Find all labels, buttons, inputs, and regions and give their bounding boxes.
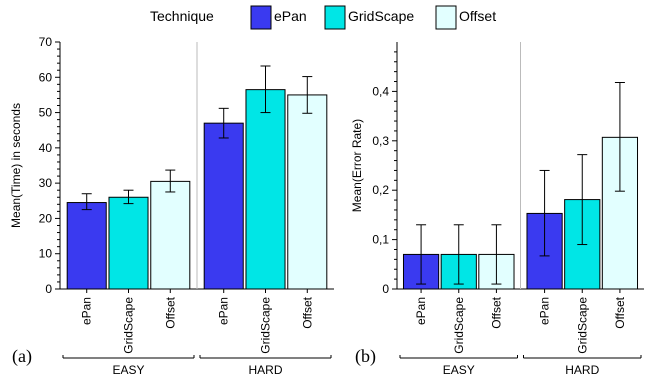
y-tick-label: 10 (39, 247, 53, 261)
x-category-label: ePan (414, 297, 428, 325)
y-tick-label: 0 (45, 282, 52, 296)
y-tick-label: 20 (39, 211, 53, 225)
group-label: HARD (565, 363, 599, 377)
y-axis-title: Mean(Time) in seconds (9, 103, 23, 228)
x-category-label: Offset (300, 296, 314, 328)
x-category-label: Offset (613, 296, 627, 328)
y-tick-label: 0 (382, 282, 389, 296)
y-tick-label: 40 (39, 141, 53, 155)
bar (287, 94, 328, 290)
y-tick-label: 70 (39, 35, 53, 49)
y-tick-label: 0,1 (372, 233, 389, 247)
panel-label-b: (b) (355, 346, 376, 367)
x-category-label: ePan (80, 297, 94, 325)
x-category-label: GridScape (259, 297, 273, 354)
group-label: HARD (248, 363, 282, 377)
x-category-label: GridScape (452, 297, 466, 354)
bar (108, 196, 149, 290)
legend-swatch-offset (435, 5, 457, 30)
y-tick-label: 0,3 (372, 134, 389, 148)
y-axis-title: Mean(Error Rate) (350, 119, 364, 212)
group-label: EASY (112, 363, 144, 377)
y-tick-label: 60 (39, 70, 53, 84)
x-category-label: GridScape (122, 297, 136, 354)
chart-error-rate: 0 0,1 0,2 0,3 0,4 Mean(Error Rate) ePan GridSca… (350, 42, 644, 377)
legend: Technique ePan GridScape Offset (150, 5, 496, 30)
bar (245, 89, 286, 290)
legend-label-offset: Offset (459, 8, 496, 24)
legend-label-epan: ePan (274, 8, 307, 24)
group-label: EASY (443, 363, 475, 377)
x-category-label: GridScape (575, 297, 589, 354)
legend-swatch-epan (250, 5, 272, 30)
y-tick-label: 0,2 (372, 183, 389, 197)
x-category-label: Offset (489, 296, 503, 328)
bar (66, 202, 107, 290)
y-tick-label: 0,4 (372, 84, 389, 98)
x-category-label: Offset (163, 296, 177, 328)
panel-label-a: (a) (12, 346, 32, 367)
chart-time: 0 10 20 30 40 50 60 70 Mean(Time) in seconds ePan… (9, 35, 334, 377)
legend-swatch-gridscape (324, 5, 346, 30)
x-category-label: ePan (217, 297, 231, 325)
bar (150, 180, 191, 290)
x-category-label: ePan (538, 297, 552, 325)
legend-label-gridscape: GridScape (348, 8, 414, 24)
bar (203, 122, 244, 290)
legend-title: Technique (150, 8, 214, 24)
y-tick-label: 30 (39, 176, 53, 190)
y-tick-label: 50 (39, 106, 53, 120)
